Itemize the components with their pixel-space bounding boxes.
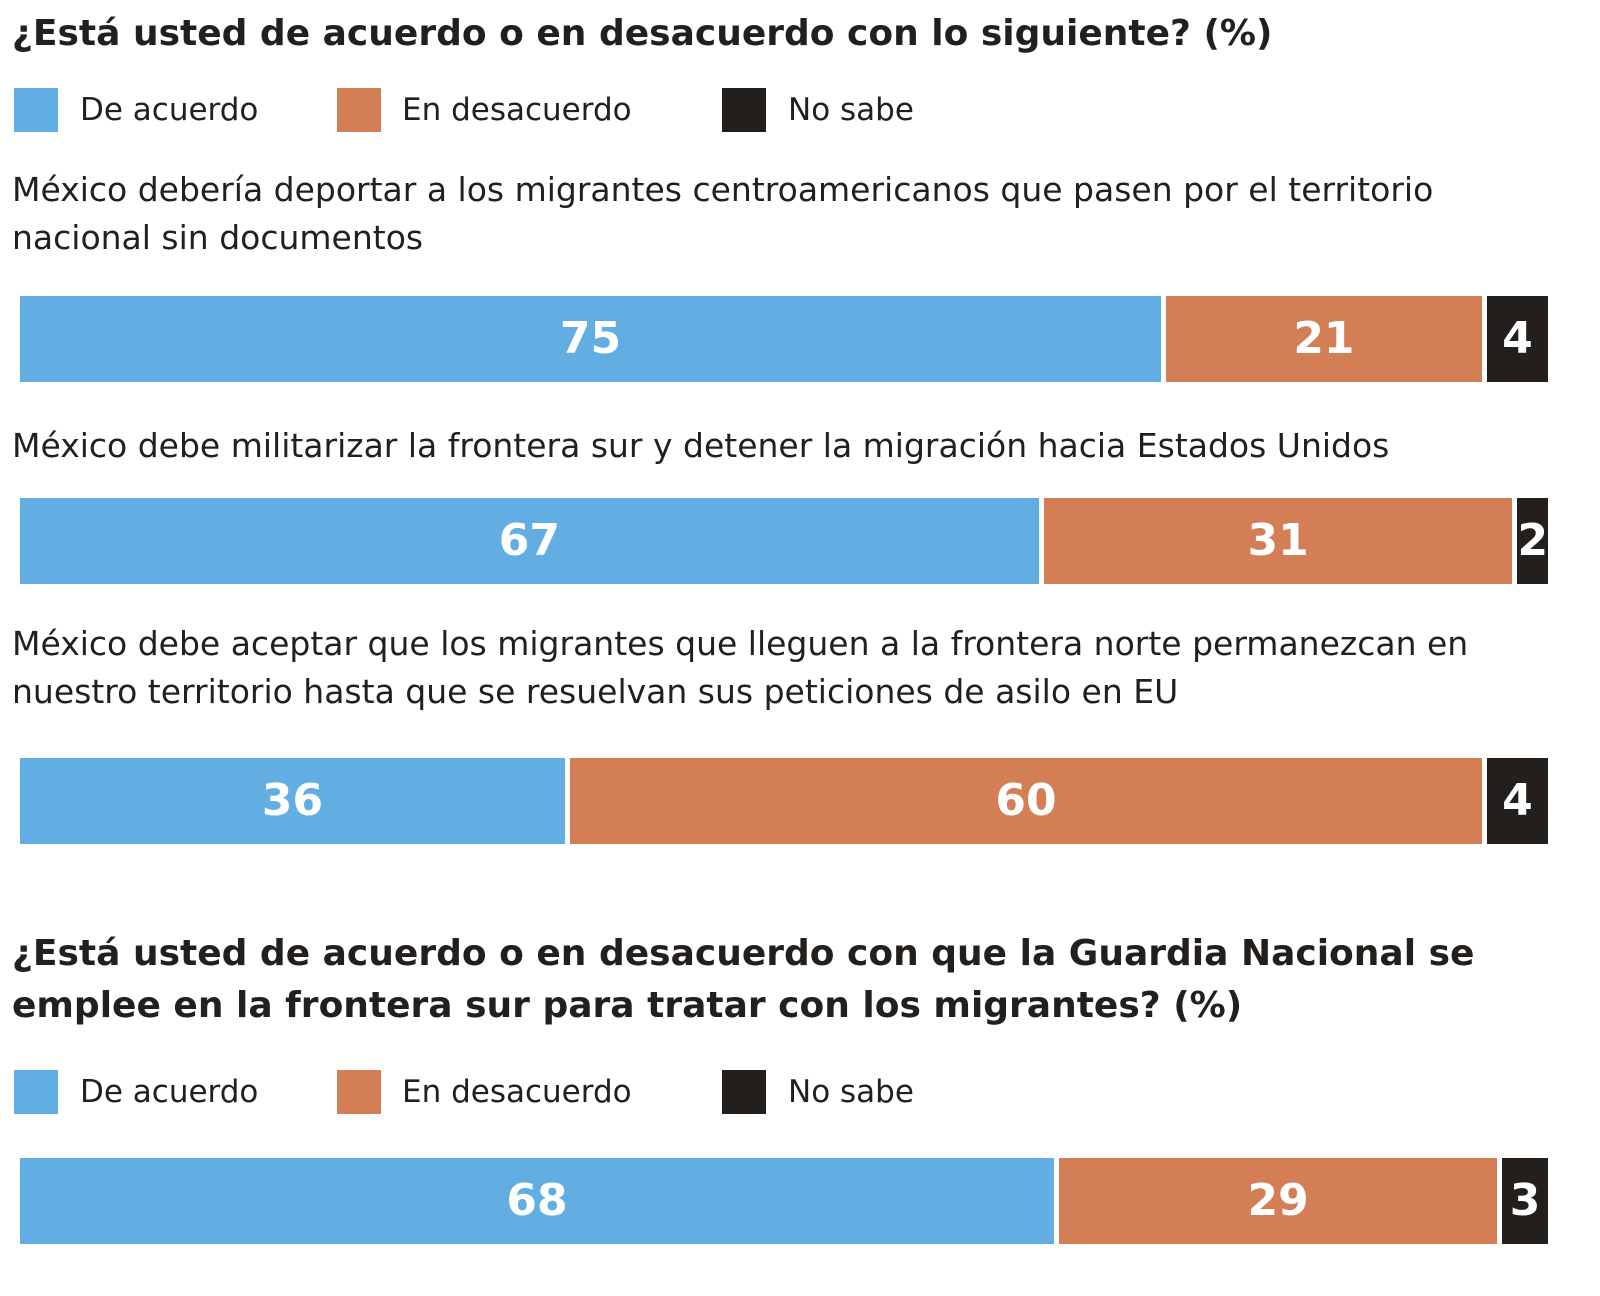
category-label: México debería deportar a los migrantes …	[12, 170, 1434, 257]
category-label: México debe militarizar la frontera sur …	[12, 426, 1390, 465]
legend-label: De acuerdo	[80, 92, 259, 128]
data-label: 29	[1247, 1175, 1309, 1226]
legend-label: En desacuerdo	[402, 92, 632, 128]
legend-swatch	[722, 1070, 766, 1114]
legend-label: De acuerdo	[80, 1074, 259, 1110]
legend-label: No sabe	[788, 1074, 914, 1110]
category-label: México debe aceptar que los migrantes qu…	[12, 624, 1469, 711]
bar-segment	[1043, 498, 1513, 584]
legend-swatch	[14, 88, 58, 132]
bar-segment	[20, 758, 566, 844]
bar-segment	[20, 1158, 1055, 1244]
bar-segment	[20, 498, 1039, 584]
legend-swatch	[722, 88, 766, 132]
bar-segment	[1059, 1158, 1498, 1244]
legend-swatch	[337, 1070, 381, 1114]
data-label: 2	[1517, 515, 1549, 566]
legend-label: No sabe	[788, 92, 914, 128]
data-label: 4	[1502, 313, 1533, 364]
data-label: 31	[1247, 515, 1309, 566]
data-label: 4	[1502, 775, 1533, 826]
data-label: 21	[1293, 313, 1355, 364]
bar-segment	[1486, 758, 1548, 844]
legend-swatch	[337, 88, 381, 132]
data-label: 68	[506, 1175, 568, 1226]
data-label: 67	[498, 515, 560, 566]
bar-segment	[570, 758, 1482, 844]
bar-segment	[1502, 1158, 1548, 1244]
legend-swatch	[14, 1070, 58, 1114]
chart-title: ¿Está usted de acuerdo o en desacuerdo c…	[12, 933, 1475, 1026]
legend-label: En desacuerdo	[402, 1074, 632, 1110]
bar-segment	[1517, 498, 1548, 584]
data-label: 3	[1509, 1175, 1541, 1226]
chart-title: ¿Está usted de acuerdo o en desacuerdo c…	[12, 13, 1273, 54]
data-label: 75	[559, 313, 622, 364]
bar-segment	[20, 296, 1161, 382]
bar-segment	[1166, 296, 1482, 382]
data-label: 60	[995, 775, 1057, 826]
bar-segment	[1486, 296, 1548, 382]
data-label: 36	[261, 775, 324, 826]
